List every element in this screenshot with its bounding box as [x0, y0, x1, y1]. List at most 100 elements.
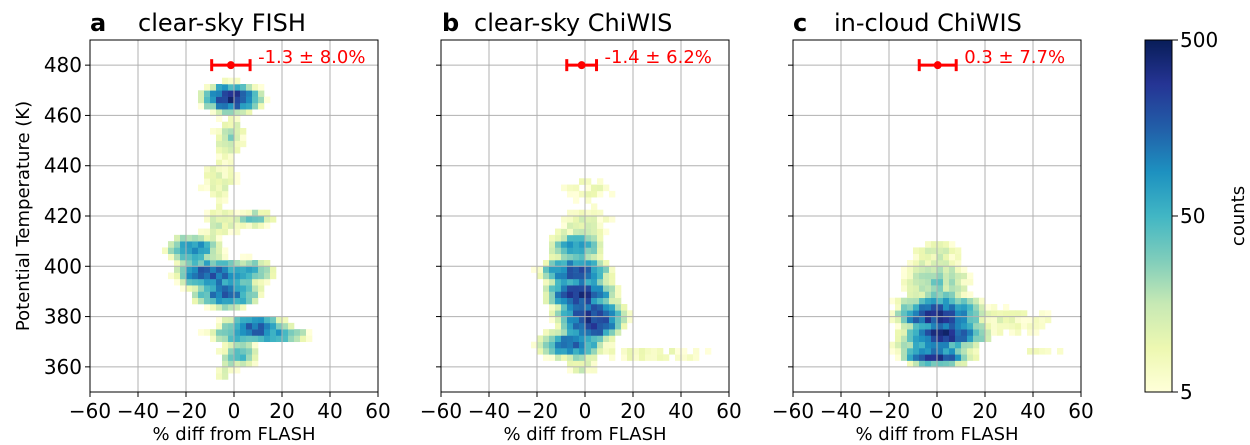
panel-b-heatmap-cell [561, 354, 568, 361]
panel-a-heatmap-cell [240, 90, 247, 97]
panel-a-heatmap-cell [222, 121, 229, 129]
panel-a-heatmap-cell [204, 297, 211, 305]
panel-c-heatmap-cell [919, 272, 926, 280]
panel-b-heatmap-cell [585, 316, 592, 324]
panel-c-heatmap-cell [925, 297, 932, 305]
panel-b-heatmap-cell [549, 354, 556, 361]
panel-a-heatmap-cell [234, 291, 241, 299]
panel-b-heatmap-cell [651, 354, 658, 361]
panel-b-heatmap-cell [597, 285, 604, 292]
panel-c-heatmap-cell [919, 253, 926, 261]
panel-c-heatmap-cell [925, 278, 932, 286]
panel-b-heatmap-cell [555, 354, 562, 361]
panel-b-heatmap-cell [549, 304, 556, 311]
panel-c-heatmap-cell [961, 266, 968, 273]
panel-b-heatmap-cell [567, 316, 574, 324]
panel-a-heatmap-cell [228, 366, 235, 374]
panel-c-heatmap-cell [913, 247, 920, 255]
panel-c-heatmap-cell [925, 335, 932, 343]
panel-a-heatmap-cell [240, 222, 247, 229]
panel-c-annotation: 0.3 ± 7.7% [964, 47, 1065, 68]
panel-c-heatmap-cell [889, 310, 896, 317]
panel-a-heatmap-cell [234, 134, 241, 141]
panel-b-heatmap-cell [585, 285, 592, 292]
panel-a-heatmap-cell [198, 260, 205, 267]
panel-a-heatmap-cell [210, 165, 217, 173]
panel-a-heatmap-cell [234, 178, 241, 185]
panel-a-xtick-label: −20 [165, 399, 207, 423]
panel-a-heatmap-cell [300, 335, 307, 343]
panel-b-heatmap-cell [573, 209, 580, 217]
panel-a-heatmap-cell [252, 272, 259, 280]
panel-a-heatmap-cell [198, 184, 205, 192]
panel-a-heatmap-cell [240, 128, 247, 135]
panel-c-heatmap-cell [919, 310, 926, 317]
panel-c-heatmap-cell [955, 297, 962, 305]
panel-a-ytick-label: 420 [44, 204, 82, 228]
panel-c-heatmap-cell [955, 354, 962, 361]
panel-b-heatmap-cell [567, 285, 574, 292]
panel-c-heatmap-cell [895, 354, 902, 361]
panel-b-heatmap-cell [633, 354, 640, 361]
panel-b-heatmap-cell [597, 278, 604, 286]
panel-c-heatmap-cell [949, 329, 956, 336]
panel-c-heatmap-cell [925, 354, 932, 361]
panel-a-heatmap-cell [234, 77, 241, 85]
panel-a-heatmap-cell [246, 109, 253, 116]
panel-b-heatmap-cell [591, 348, 598, 355]
panel-a-heatmap-cell [210, 96, 217, 104]
panel-b-heatmap-cell [561, 253, 568, 261]
panel-c-heatmap-cell [955, 272, 962, 280]
panel-a-heatmap-cell [216, 316, 223, 324]
panel-a-heatmap-cell [276, 335, 283, 343]
panel-a-ytick-label: 380 [44, 305, 82, 329]
panel-b-heatmap-cell [555, 329, 562, 336]
panel-b-heatmap-cell [693, 348, 700, 355]
panel-b-heatmap-cell [561, 260, 568, 267]
panel-c-heatmap-cell [973, 304, 980, 311]
panel-b-heatmap-cell [579, 266, 586, 273]
panel-c-heatmap-cell [907, 341, 914, 349]
panel-c-heatmap-cell [913, 329, 920, 336]
panel-c-heatmap-cell [931, 348, 938, 355]
panel-b-heatmap-cell [597, 190, 604, 198]
panel-c-heatmap-cell [937, 278, 944, 286]
panel-a-heatmap-cell [216, 222, 223, 229]
panel-c-heatmap-cell [955, 291, 962, 299]
panel-a-heatmap-cell [252, 266, 259, 273]
panel-b-heatmap-cell [555, 278, 562, 286]
panel-a-heatmap-cell [234, 360, 241, 368]
panel-a-heatmap-cell [252, 90, 259, 97]
panel-a-heatmap-cell [240, 272, 247, 280]
panel-c-heatmap-cell [919, 291, 926, 299]
panel-a-heatmap-cell [204, 184, 211, 192]
panel-b-heatmap-cell [609, 354, 616, 361]
panel-b-heatmap-cell [573, 266, 580, 273]
panel-a-heatmap-cell [228, 216, 235, 223]
panel-a-heatmap-cell [174, 278, 181, 286]
panel-c-heatmap-cell [919, 341, 926, 349]
panel-c-heatmap-cell [1021, 322, 1028, 330]
panel-c-heatmap-cell [967, 322, 974, 330]
panel-b-heatmap-cell [609, 297, 616, 305]
panel-a-heatmap-cell [204, 272, 211, 280]
panel-b-heatmap-cell [567, 304, 574, 311]
panel-c-heatmap-cell [1039, 322, 1046, 330]
panel-a-heatmap-cell [192, 278, 199, 286]
panel-c-heatmap-cell [907, 348, 914, 355]
panel-b-heatmap-cell [561, 285, 568, 292]
panel-c-heatmap-cell [991, 322, 998, 330]
panel-c-heatmap-cell [961, 316, 968, 324]
panel-a-heatmap-cell [216, 366, 223, 374]
panel-a-heatmap-cell [210, 260, 217, 267]
panel-a-heatmap-cell [246, 209, 253, 217]
panel-c-heatmap-cell [937, 329, 944, 336]
panel-b-heatmap-cell [549, 266, 556, 273]
panel-c-heatmap-cell [943, 297, 950, 305]
panel-c-heatmap-cell [937, 253, 944, 261]
panel-a-heatmap-cell [252, 316, 259, 324]
panel-a-heatmap-cell [234, 335, 241, 343]
panel-a-heatmap-cell [168, 253, 175, 261]
panel-b-heatmap-cell [609, 266, 616, 273]
panel-c-heatmap-cell [901, 297, 908, 305]
